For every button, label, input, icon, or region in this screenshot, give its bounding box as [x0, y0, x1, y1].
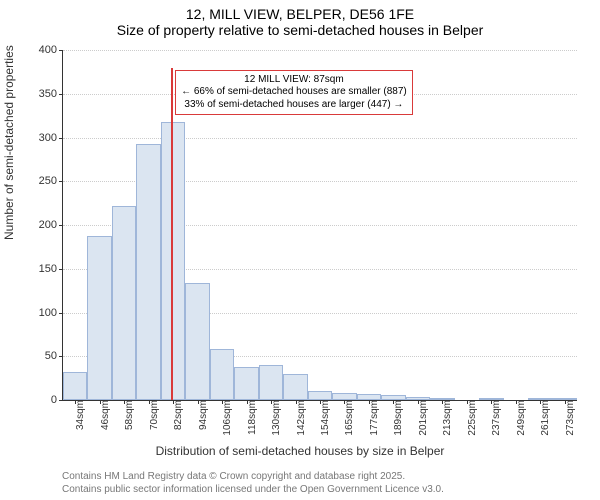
x-tick-label: 189sqm: [389, 400, 404, 436]
title-address: 12, MILL VIEW, BELPER, DE56 1FE: [0, 6, 600, 22]
x-tick-label: 213sqm: [438, 400, 453, 436]
gridline: [63, 50, 577, 51]
attribution-footer: Contains HM Land Registry data © Crown c…: [62, 471, 444, 496]
histogram-bar: [136, 144, 160, 400]
y-tick-label: 250: [39, 175, 63, 187]
x-tick-label: 273sqm: [561, 400, 576, 436]
x-axis-label: Distribution of semi-detached houses by …: [0, 444, 600, 458]
histogram-bar: [185, 283, 209, 400]
histogram-bar: [332, 393, 356, 400]
footer-line: Contains HM Land Registry data © Crown c…: [62, 471, 444, 484]
callout-line: ← 66% of semi-detached houses are smalle…: [181, 86, 407, 99]
callout-line: 33% of semi-detached houses are larger (…: [181, 99, 407, 112]
x-tick-label: 70sqm: [145, 400, 160, 430]
x-tick-label: 94sqm: [194, 400, 209, 430]
y-axis-label: Number of semi-detached properties: [2, 45, 16, 240]
property-size-histogram: 12, MILL VIEW, BELPER, DE56 1FE Size of …: [0, 0, 600, 500]
x-tick-label: 165sqm: [340, 400, 355, 436]
x-tick-label: 118sqm: [243, 400, 258, 435]
property-marker-line: [171, 68, 173, 401]
x-tick-label: 106sqm: [218, 400, 233, 436]
x-tick-label: 82sqm: [169, 400, 184, 430]
property-callout: 12 MILL VIEW: 87sqm← 66% of semi-detache…: [175, 70, 413, 116]
x-tick-label: 154sqm: [316, 400, 331, 436]
histogram-bar: [259, 365, 283, 400]
x-tick-label: 34sqm: [71, 400, 86, 430]
chart-title: 12, MILL VIEW, BELPER, DE56 1FE Size of …: [0, 6, 600, 38]
y-tick-label: 300: [39, 132, 63, 144]
histogram-bar: [308, 391, 332, 400]
y-tick-label: 100: [39, 307, 63, 319]
title-description: Size of property relative to semi-detach…: [0, 22, 600, 38]
x-tick-label: 46sqm: [96, 400, 111, 430]
gridline: [63, 138, 577, 139]
y-tick-label: 200: [39, 219, 63, 231]
x-tick-label: 249sqm: [512, 400, 527, 436]
y-tick-label: 150: [39, 263, 63, 275]
histogram-bar: [234, 367, 258, 400]
histogram-bar: [63, 372, 87, 400]
callout-line: 12 MILL VIEW: 87sqm: [181, 74, 407, 87]
histogram-bar: [87, 236, 111, 401]
plot-area: 05010015020025030035040034sqm46sqm58sqm7…: [62, 50, 577, 401]
x-tick-label: 177sqm: [365, 400, 380, 436]
x-tick-label: 130sqm: [267, 400, 282, 436]
y-tick-label: 0: [51, 394, 63, 406]
histogram-bar: [161, 122, 185, 400]
x-tick-label: 225sqm: [463, 400, 478, 436]
y-tick-label: 400: [39, 44, 63, 56]
x-tick-label: 237sqm: [487, 400, 502, 436]
x-tick-label: 142sqm: [292, 400, 307, 436]
y-tick-label: 350: [39, 88, 63, 100]
histogram-bar: [283, 374, 307, 400]
histogram-bar: [112, 206, 136, 400]
footer-line: Contains public sector information licen…: [62, 484, 444, 497]
y-tick-label: 50: [45, 350, 63, 362]
x-tick-label: 58sqm: [120, 400, 135, 430]
histogram-bar: [210, 349, 234, 400]
x-tick-label: 261sqm: [536, 400, 551, 436]
x-tick-label: 201sqm: [414, 400, 429, 436]
